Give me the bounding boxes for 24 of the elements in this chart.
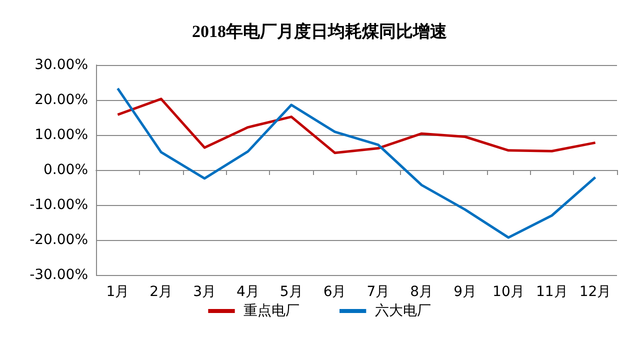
y-tick-label: -10.00% xyxy=(30,197,88,213)
x-tick-label: 1月 xyxy=(106,284,130,300)
y-tick-label: -30.00% xyxy=(30,267,88,283)
chart-title: 2018年电厂月度日均耗煤同比增速 xyxy=(192,22,447,41)
x-tick-label: 8月 xyxy=(410,284,434,300)
x-tick-label: 9月 xyxy=(454,284,477,300)
x-tick-label: 6月 xyxy=(323,284,346,300)
y-tick-label: -20.00% xyxy=(30,232,88,248)
x-tick-label: 11月 xyxy=(536,284,568,300)
line-series xyxy=(116,87,597,239)
x-tick-label: 3月 xyxy=(193,284,216,300)
x-tick-label: 5月 xyxy=(280,284,303,300)
x-tick-label: 12月 xyxy=(579,284,612,300)
x-tick-label: 10月 xyxy=(492,284,524,300)
x-tick-label: 2月 xyxy=(150,284,173,300)
y-tick-label: 30.00% xyxy=(34,57,88,73)
x-tick-label: 7月 xyxy=(366,284,390,300)
y-tick-label: 10.00% xyxy=(34,127,88,143)
y-tick-label: 0.00% xyxy=(44,162,88,178)
legend-label: 重点电厂 xyxy=(244,303,300,319)
x-tick-label: 4月 xyxy=(236,284,260,300)
y-tick-label: 20.00% xyxy=(34,92,88,108)
line-series xyxy=(116,98,597,154)
legend-label: 六大电厂 xyxy=(374,303,431,319)
